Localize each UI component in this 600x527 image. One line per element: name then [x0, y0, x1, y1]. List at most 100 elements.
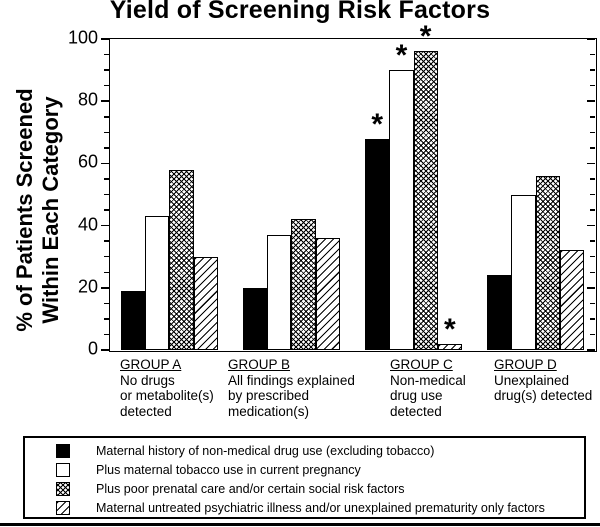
- y-axis-label-line-2: Within Each Category: [38, 96, 63, 324]
- y-axis-tick-right: [587, 224, 595, 227]
- category-label-2: GROUP B All findings explained by prescrib…: [228, 357, 355, 419]
- y-axis-tick-right: [587, 38, 595, 40]
- y-axis-tick-right: [590, 69, 595, 71]
- y-axis-tick-left: [100, 100, 109, 102]
- y-axis-tick-left: [103, 333, 109, 336]
- y-axis-tick-left: [103, 209, 109, 211]
- category-description-line: detected: [120, 403, 172, 419]
- y-axis-tick-right: [590, 147, 595, 149]
- category-name: GROUP A: [120, 357, 182, 372]
- legend-item-1: Maternal history of non-medical drug use…: [25, 441, 584, 460]
- y-axis-tick-right: [587, 162, 595, 165]
- plot-area: 0 20 40 60 80 100 * * * *: [68, 20, 597, 358]
- y-axis-tick-left: [103, 193, 109, 196]
- legend-swatch-solid-black: [56, 443, 70, 458]
- y-axis-tick-right: [590, 255, 595, 258]
- y-axis-tick-right: [590, 240, 595, 242]
- y-axis-tick-right: [587, 349, 595, 351]
- category-description-line: by prescribed: [228, 388, 310, 403]
- y-axis-tick-label: 40: [77, 214, 98, 235]
- y-axis-tick-right: [590, 84, 595, 87]
- significance-asterisk: *: [419, 20, 432, 54]
- legend-label: Maternal history of non-medical drug use…: [96, 443, 435, 458]
- y-axis-label: % of Patients Screened Within Each Categ…: [12, 30, 64, 390]
- category-description-line: drug(s) detected: [494, 388, 593, 403]
- y-axis-tick-left: [103, 131, 109, 134]
- figure-bottom-rule: [0, 523, 600, 526]
- y-axis-tick-left: [103, 69, 109, 71]
- legend-swatch-crosshatch: [56, 481, 70, 496]
- category-description-line: or metabolite(s): [120, 388, 214, 403]
- category-description-line: No drugs: [120, 372, 175, 388]
- significance-asterisk: *: [395, 39, 408, 73]
- bar-group-b-series-2: [267, 234, 292, 350]
- y-axis-tick-left: [103, 116, 109, 118]
- bar-group-d-series-4: [559, 250, 584, 350]
- y-axis-tick-right: [590, 193, 595, 196]
- bar-group-b-series-3: [291, 219, 316, 350]
- y-axis-tick-left: [103, 240, 109, 242]
- bar-group-c-series-1: [365, 138, 390, 350]
- y-axis-tick-left: [100, 38, 109, 40]
- y-axis-tick-right: [590, 209, 595, 211]
- y-axis-tick-right: [590, 131, 595, 134]
- bar-group-d-series-1: [487, 275, 512, 350]
- legend-swatch-white: [56, 462, 70, 477]
- category-label-4: GROUP D Unexplained drug(s) detected: [494, 357, 592, 404]
- category-name: GROUP C: [390, 357, 453, 372]
- legend-swatch-diagonal-hatch: [56, 501, 70, 516]
- legend-item-3: Plus poor prenatal care and/or certain s…: [25, 479, 584, 498]
- category-label-1: GROUP A No drugs or metabolite(s) detected: [120, 357, 214, 419]
- y-axis-tick-left: [103, 178, 109, 180]
- y-axis-tick-right: [590, 333, 595, 336]
- legend-item-2: Plus maternal tobacco use in current pre…: [25, 460, 584, 479]
- category-label-3: GROUP C Non-medical drug use detected: [390, 357, 466, 419]
- category-name: GROUP B: [228, 357, 291, 372]
- significance-asterisk: *: [371, 107, 384, 141]
- bar-group-d-series-2: [511, 194, 536, 350]
- bar-group-b-series-4: [315, 238, 340, 350]
- category-axis-labels: GROUP A No drugs or metabolite(s) detected G…: [0, 357, 600, 427]
- y-axis-tick-left: [100, 349, 109, 351]
- y-axis-label-line-1: % of Patients Screened: [12, 88, 37, 332]
- y-axis-tick-right: [590, 271, 595, 273]
- y-axis-tick-right: [590, 318, 595, 320]
- y-axis-tick-right: [590, 53, 595, 56]
- y-axis-tick-left: [103, 302, 109, 305]
- bar-group-c-series-4: [437, 343, 462, 350]
- bar-group-a-series-3: [169, 169, 194, 350]
- category-description-line: Non-medical: [390, 372, 466, 388]
- y-axis-tick-left: [100, 224, 109, 227]
- bar-group-a-series-2: [145, 216, 170, 350]
- y-axis-tick-left: [100, 162, 109, 165]
- legend-label: Maternal untreated psychiatric illness a…: [96, 501, 545, 516]
- y-axis-tick-label: 60: [77, 151, 98, 172]
- bar-group-c-series-3: [413, 51, 438, 350]
- y-axis-tick-left: [103, 271, 109, 273]
- y-axis-tick-right: [587, 287, 595, 289]
- y-axis-tick-label: 80: [77, 89, 98, 110]
- bar-group-b-series-1: [243, 287, 268, 350]
- y-axis-tick-left: [103, 53, 109, 56]
- category-description-line: detected: [390, 403, 442, 419]
- category-description-line: drug use: [390, 388, 443, 403]
- category-description-line: Unexplained: [494, 372, 570, 388]
- category-description-line: All findings explained: [228, 372, 355, 388]
- bar-group-a-series-1: [121, 290, 146, 350]
- y-axis-tick-left: [100, 287, 109, 289]
- category-name: GROUP D: [494, 357, 557, 372]
- y-axis-tick-left: [103, 147, 109, 149]
- y-axis-tick-left: [103, 84, 109, 87]
- significance-asterisk: *: [443, 312, 456, 346]
- category-description-line: medication(s): [228, 403, 310, 419]
- y-axis-tick-right: [590, 302, 595, 305]
- legend-label: Plus maternal tobacco use in current pre…: [96, 462, 361, 477]
- y-axis-tick-label: 20: [77, 276, 98, 297]
- bar-group-a-series-4: [193, 256, 218, 350]
- bar-group-d-series-3: [535, 175, 560, 350]
- y-axis-tick-label: 100: [67, 27, 98, 48]
- y-axis-tick-right: [590, 178, 595, 180]
- y-axis-tick-left: [103, 318, 109, 320]
- chart-title: Yield of Screening Risk Factors: [109, 0, 491, 24]
